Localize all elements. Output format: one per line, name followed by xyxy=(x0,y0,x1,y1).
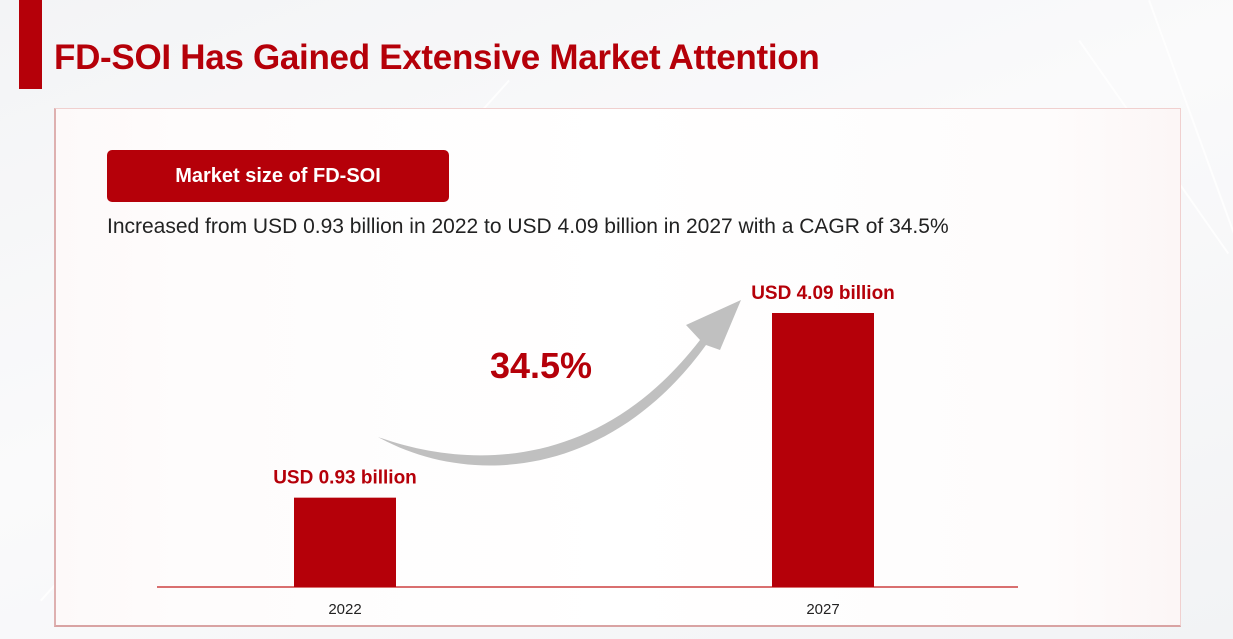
data-label-2022: USD 0.93 billion xyxy=(273,468,417,489)
bar-2027 xyxy=(772,313,874,587)
cagr-label: 34.5% xyxy=(490,345,592,386)
bar-2022 xyxy=(294,497,396,587)
chart-description: Increased from USD 0.93 billion in 2022 … xyxy=(107,215,949,238)
data-label-2027: USD 4.09 billion xyxy=(751,283,895,304)
page-title: FD-SOI Has Gained Extensive Market Atten… xyxy=(54,38,820,77)
x-tick-label: 2027 xyxy=(806,601,839,618)
title-accent-bar xyxy=(19,0,42,89)
growth-arrow-icon xyxy=(378,300,741,466)
x-tick-label: 2022 xyxy=(328,601,361,618)
section-label-text: Market size of FD-SOI xyxy=(175,164,381,187)
section-label-pill: Market size of FD-SOI xyxy=(107,150,449,202)
